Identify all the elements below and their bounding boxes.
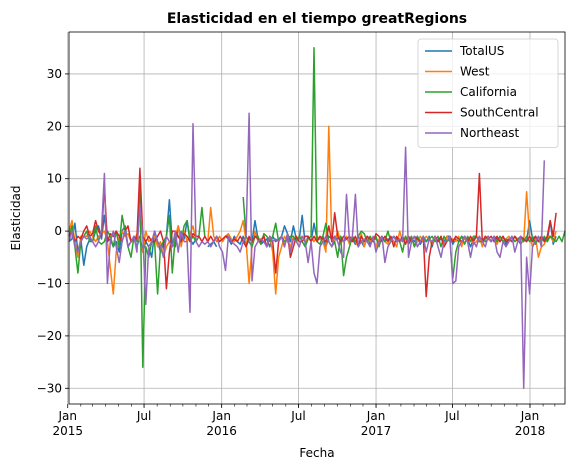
y-tick-label: 10: [47, 172, 62, 186]
x-tick-label-year: 2017: [361, 424, 392, 438]
y-tick-label: −30: [37, 381, 62, 395]
y-axis-label: Elasticidad: [9, 185, 23, 250]
x-tick-label-year: 2015: [52, 424, 83, 438]
series-line-Northeast: [68, 112, 546, 390]
legend-label-West: West: [460, 65, 490, 79]
legend: TotalUS West California SouthCentral Northea…: [417, 38, 559, 148]
x-tick-label-year: 2016: [206, 424, 237, 438]
x-tick-label-year: 2018: [515, 424, 546, 438]
series-line-SouthCentral: [68, 167, 557, 298]
legend-label-SouthCentral: SouthCentral: [460, 106, 539, 120]
y-tick-label: 20: [47, 119, 62, 133]
x-axis-label: Fecha: [299, 446, 334, 460]
grid: [67, 32, 565, 404]
plot-frame: [68, 31, 566, 405]
x-tick-label: Jan: [520, 409, 540, 423]
y-tick-label: −20: [37, 329, 62, 343]
chart-title: Elasticidad en el tiempo greatRegions: [167, 11, 467, 27]
legend-box: [417, 38, 559, 148]
x-tick-label: Jul: [136, 409, 151, 423]
legend-label-Northeast: Northeast: [460, 126, 520, 140]
x-tick-label: Jul: [444, 409, 459, 423]
x-tick-label: Jul: [290, 409, 305, 423]
legend-label-California: California: [460, 85, 517, 99]
y-tick-label: 30: [47, 67, 62, 81]
x-tick-label: Jan: [211, 409, 231, 423]
legend-label-TotalUS: TotalUS: [459, 44, 504, 58]
y-tick-label: −10: [37, 276, 62, 290]
x-tick-label: Jan: [57, 409, 77, 423]
y-axis-ticks: −30 −20 −10 0 10 20 30: [37, 67, 69, 395]
y-tick-label: 0: [54, 224, 62, 238]
x-tick-label: Jan: [366, 409, 386, 423]
series-lines: [68, 46, 566, 390]
